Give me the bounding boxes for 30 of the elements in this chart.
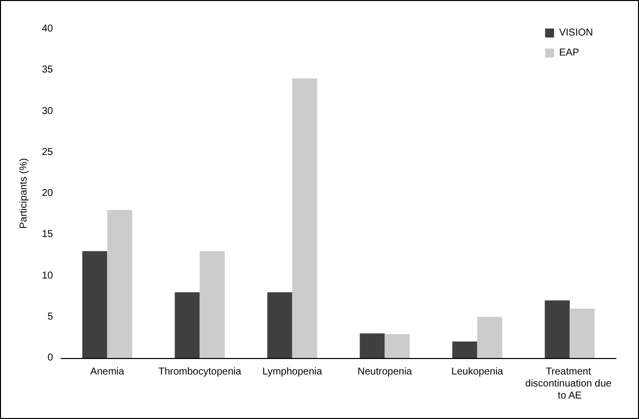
y-tick-label: 15 xyxy=(42,229,54,240)
y-tick-label: 10 xyxy=(42,270,54,282)
y-tick-label: 20 xyxy=(42,188,54,199)
y-tick-label: 30 xyxy=(42,106,54,117)
y-tick-label: 40 xyxy=(42,24,54,34)
x-tick-label: Treatment discontinuation due to AE xyxy=(525,366,614,402)
bar xyxy=(544,300,570,358)
bar xyxy=(267,292,292,358)
x-tick-label: Lymphopenia xyxy=(262,366,323,378)
legend-label: VISION xyxy=(559,28,594,38)
bar xyxy=(384,334,410,358)
bar xyxy=(292,78,318,358)
x-tick-label: Neutropenia xyxy=(358,366,412,378)
bar xyxy=(174,292,200,358)
x-tick-label: Thrombocytopenia xyxy=(158,366,242,378)
bar xyxy=(200,251,225,358)
legend-label: EAP xyxy=(559,48,580,58)
bar xyxy=(82,251,108,358)
bar xyxy=(452,342,478,358)
x-tick-label: Anemia xyxy=(90,366,125,378)
y-tick-label: 35 xyxy=(42,64,54,76)
y-tick-label: 5 xyxy=(47,311,54,322)
bar xyxy=(477,316,502,358)
bar xyxy=(570,308,595,358)
bar xyxy=(360,333,385,358)
y-axis-title: Participants (%) xyxy=(18,158,30,229)
y-tick-label: 0 xyxy=(47,352,54,364)
y-tick-label: 25 xyxy=(42,146,54,158)
x-tick-label: Leukopenia xyxy=(451,366,504,378)
bar xyxy=(107,210,132,358)
